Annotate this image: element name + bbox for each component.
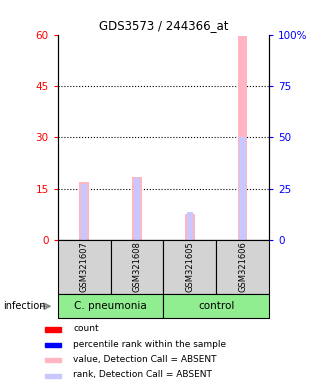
Text: GSM321606: GSM321606 xyxy=(238,242,247,292)
Bar xyxy=(45,343,61,347)
Text: value, Detection Call = ABSENT: value, Detection Call = ABSENT xyxy=(73,355,217,364)
Text: infection: infection xyxy=(3,301,46,311)
Bar xyxy=(238,36,247,240)
Bar xyxy=(163,294,269,318)
Bar xyxy=(45,374,61,378)
Bar xyxy=(134,179,140,240)
Bar xyxy=(185,214,194,240)
Text: GSM321608: GSM321608 xyxy=(132,242,142,292)
Bar xyxy=(216,240,269,294)
Bar xyxy=(239,137,246,240)
Bar xyxy=(132,177,142,240)
Bar xyxy=(186,212,193,240)
Bar xyxy=(163,240,216,294)
Bar xyxy=(45,358,61,362)
Bar xyxy=(45,328,61,332)
Text: C. pneumonia: C. pneumonia xyxy=(74,301,147,311)
Text: rank, Detection Call = ABSENT: rank, Detection Call = ABSENT xyxy=(73,370,212,379)
Text: control: control xyxy=(198,301,234,311)
Text: count: count xyxy=(73,324,99,333)
Text: GSM321607: GSM321607 xyxy=(80,242,89,292)
Bar xyxy=(80,182,89,240)
Title: GDS3573 / 244366_at: GDS3573 / 244366_at xyxy=(99,19,228,32)
Bar xyxy=(58,240,111,294)
Bar xyxy=(58,294,163,318)
Bar xyxy=(81,184,87,240)
Text: percentile rank within the sample: percentile rank within the sample xyxy=(73,339,226,349)
Bar xyxy=(111,240,163,294)
Text: GSM321605: GSM321605 xyxy=(185,242,194,292)
